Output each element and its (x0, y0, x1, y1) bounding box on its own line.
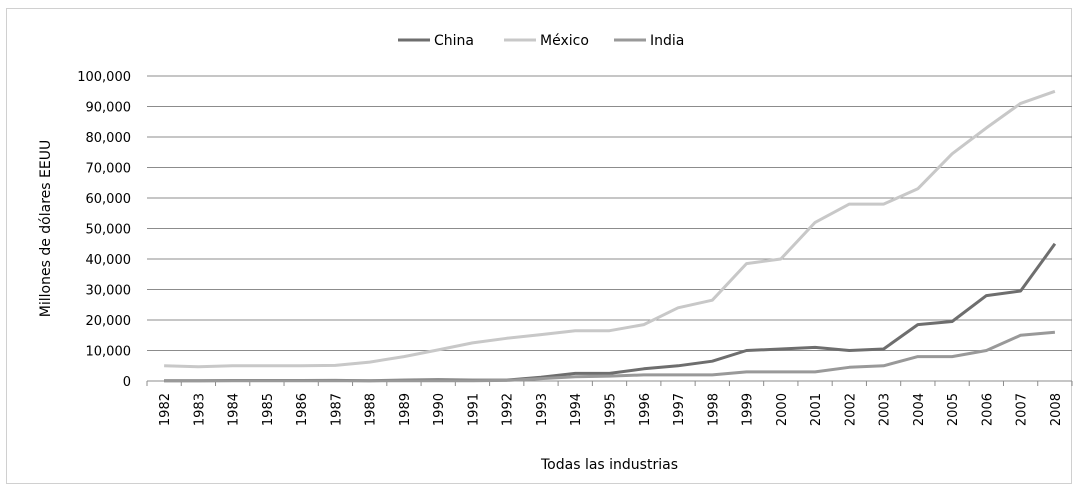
y-axis-title: Millones de dólares EEUU (38, 140, 54, 317)
x-tick-label: 1998 (706, 393, 721, 426)
x-tick-label: 1984 (227, 393, 242, 426)
y-tick-label: 60,000 (86, 192, 132, 207)
y-tick-label: 20,000 (86, 314, 132, 329)
x-tick-label: 1993 (535, 393, 550, 426)
x-tick-label: 1985 (261, 393, 276, 426)
x-tick-label: 1997 (672, 393, 687, 426)
x-tick-label: 1989 (398, 393, 413, 426)
legend-label: India (650, 33, 684, 49)
x-axis-title: Todas las industrias (540, 457, 678, 473)
x-tick-label: 1991 (466, 393, 481, 426)
x-tick-label: 2004 (912, 393, 927, 426)
x-tick-label: 1987 (329, 393, 344, 426)
legend-label: México (540, 33, 589, 49)
x-tick-label: 2003 (878, 393, 893, 426)
x-tick-label: 2008 (1049, 393, 1064, 426)
y-tick-label: 0 (123, 375, 131, 390)
x-tick-label: 1988 (364, 393, 379, 426)
gridlines (147, 75, 1072, 382)
x-tick-label: 1992 (501, 393, 516, 426)
x-tick-label: 1983 (192, 393, 207, 426)
x-tick-label: 1995 (604, 393, 619, 426)
y-axis-ticks: 0 10,000 20,000 30,000 40,000 50,000 60,000 70,… (77, 70, 131, 390)
y-tick-label: 40,000 (86, 253, 132, 268)
legend: China México India (398, 33, 684, 49)
x-tick-label: 2006 (980, 393, 995, 426)
series-line-mexico (164, 89, 1056, 369)
x-tick-label: 1996 (638, 393, 653, 426)
x-tick-label: 1986 (295, 393, 310, 426)
x-tick-label: 1982 (158, 393, 173, 426)
x-tick-label: 1990 (432, 393, 447, 426)
series-lines (164, 89, 1057, 383)
x-tick-label: 1994 (569, 393, 584, 426)
chart-frame (6, 8, 1072, 484)
legend-label: China (434, 33, 474, 49)
x-tick-label: 2001 (809, 393, 824, 426)
y-tick-label: 30,000 (86, 284, 132, 299)
x-tick-label: 2000 (775, 393, 790, 426)
x-tick-label: 2002 (843, 393, 858, 426)
y-tick-label: 50,000 (86, 223, 132, 238)
x-tick-label: 2005 (946, 393, 961, 426)
y-tick-label: 70,000 (86, 162, 132, 177)
y-tick-label: 10,000 (86, 345, 132, 360)
x-axis: 1982 1983 1984 1985 1986 1987 1988 1989 1990 1991… (146, 380, 1073, 426)
x-tick-label: 2007 (1015, 393, 1030, 426)
y-tick-label: 80,000 (86, 131, 132, 146)
y-tick-label: 90,000 (86, 101, 132, 116)
series-line-india (164, 330, 1056, 383)
y-tick-label: 100,000 (77, 70, 131, 85)
series-line-china (164, 242, 1057, 383)
x-tick-label: 1999 (741, 393, 756, 426)
